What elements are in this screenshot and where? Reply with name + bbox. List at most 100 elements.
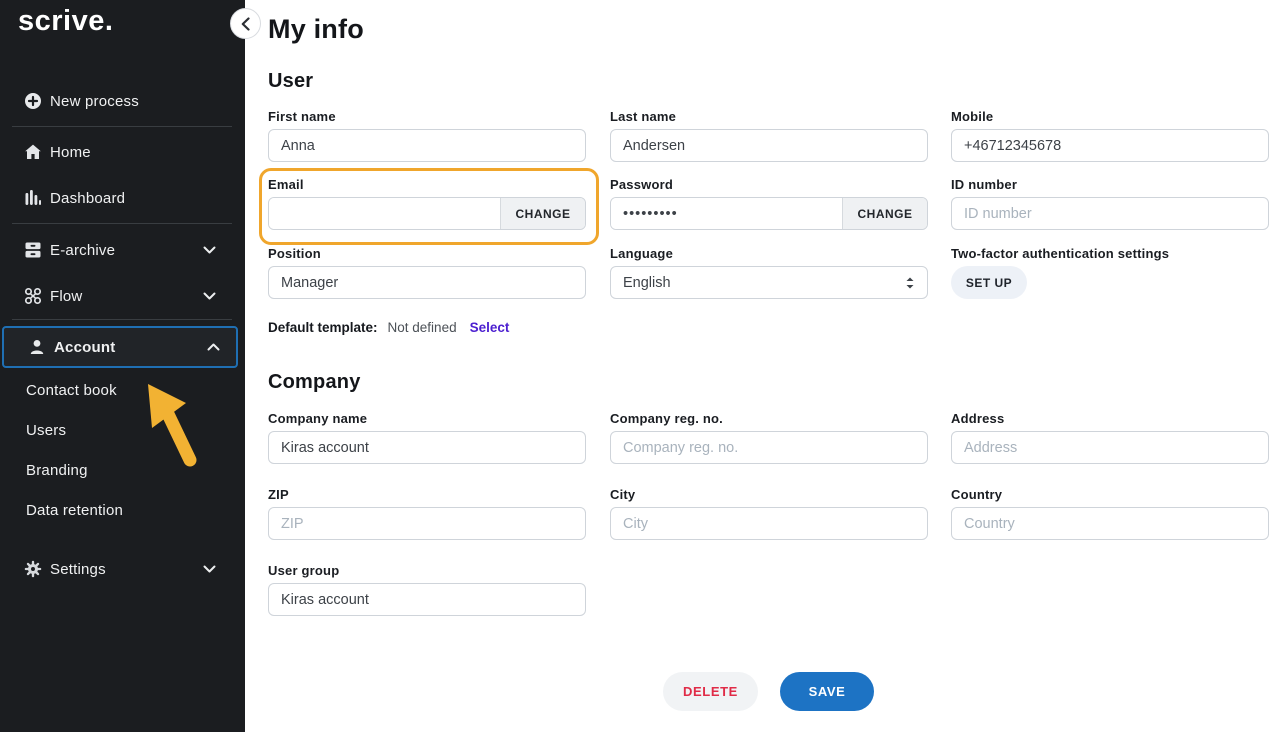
id-number-label: ID number — [951, 177, 1018, 192]
user-group-input[interactable] — [268, 583, 586, 616]
position-input[interactable] — [268, 266, 586, 299]
chevron-up-icon — [207, 343, 220, 351]
mobile-input[interactable] — [951, 129, 1269, 162]
language-field: Language English — [610, 246, 928, 299]
sidebar-item-account[interactable]: Account — [4, 331, 249, 363]
sidebar: scrive. New process Home Dashboard — [0, 0, 245, 732]
sidebar-item-earchive[interactable]: E-archive — [0, 234, 245, 266]
email-label: Email — [268, 177, 304, 192]
sidebar-subitem-label: Branding — [26, 461, 88, 479]
email-input-group: CHANGE — [268, 197, 586, 230]
email-field: Email CHANGE — [268, 177, 586, 230]
sidebar-subitem-contact-book[interactable]: Contact book — [0, 375, 245, 405]
sidebar-divider — [12, 223, 232, 224]
sidebar-item-account-active: Account — [2, 326, 238, 368]
chevron-down-icon — [203, 292, 216, 300]
language-label: Language — [610, 246, 673, 261]
sidebar-subitem-label: Contact book — [26, 381, 117, 399]
person-icon — [28, 338, 46, 356]
user-section-title: User — [268, 70, 314, 92]
two-factor-label: Two-factor authentication settings — [951, 246, 1170, 261]
chevron-down-icon — [203, 565, 216, 573]
zip-label: ZIP — [268, 487, 289, 502]
company-name-input[interactable] — [268, 431, 586, 464]
address-field: Address — [951, 411, 1269, 464]
save-button[interactable]: SAVE — [780, 672, 874, 711]
sidebar-item-settings[interactable]: Settings — [0, 553, 245, 585]
email-change-button[interactable]: CHANGE — [500, 198, 585, 229]
sidebar-item-label: New process — [50, 92, 139, 110]
default-template-value: Not defined — [387, 320, 457, 335]
user-group-field: User group — [268, 563, 586, 616]
zip-field: ZIP — [268, 487, 586, 540]
company-name-field: Company name — [268, 411, 586, 464]
password-input-group: CHANGE — [610, 197, 928, 230]
id-number-input[interactable] — [951, 197, 1269, 230]
sidebar-item-label: Dashboard — [50, 189, 126, 207]
password-label: Password — [610, 177, 674, 192]
last-name-label: Last name — [610, 109, 677, 124]
default-template-select-link[interactable]: Select — [469, 320, 510, 335]
language-selected-value: English — [623, 274, 671, 291]
email-input[interactable] — [269, 198, 500, 229]
page-title: My info — [268, 14, 364, 44]
address-input[interactable] — [951, 431, 1269, 464]
company-reg-label: Company reg. no. — [610, 411, 723, 426]
sidebar-item-label: Home — [50, 143, 91, 161]
sidebar-divider — [12, 126, 232, 127]
position-field: Position — [268, 246, 586, 299]
sidebar-item-flow[interactable]: Flow — [0, 280, 245, 312]
password-change-button[interactable]: CHANGE — [842, 198, 927, 229]
sidebar-subitem-branding[interactable]: Branding — [0, 455, 245, 485]
address-label: Address — [951, 411, 1005, 426]
first-name-field: First name — [268, 109, 586, 162]
sidebar-item-dashboard[interactable]: Dashboard — [0, 182, 245, 214]
company-reg-field: Company reg. no. — [610, 411, 928, 464]
sidebar-item-home[interactable]: Home — [0, 136, 245, 168]
sidebar-item-label: Flow — [50, 287, 83, 305]
two-factor-setup-button[interactable]: SET UP — [951, 266, 1027, 299]
delete-button[interactable]: DELETE — [663, 672, 758, 711]
sidebar-subitem-users[interactable]: Users — [0, 415, 245, 445]
sidebar-item-new-process[interactable]: New process — [0, 85, 245, 117]
position-label: Position — [268, 246, 321, 261]
last-name-field: Last name — [610, 109, 928, 162]
main-content: My info User First name Last name Mobile… — [245, 0, 1280, 732]
company-reg-input[interactable] — [610, 431, 928, 464]
sidebar-collapse-button[interactable] — [230, 8, 261, 39]
chevron-down-icon — [203, 246, 216, 254]
scrive-logo: scrive. — [18, 5, 114, 37]
chevron-left-icon — [241, 16, 250, 31]
mobile-field: Mobile — [951, 109, 1269, 162]
password-input[interactable] — [611, 198, 842, 229]
first-name-input[interactable] — [268, 129, 586, 162]
user-group-label: User group — [268, 563, 340, 578]
dashboard-icon — [24, 189, 42, 207]
mobile-label: Mobile — [951, 109, 994, 124]
country-input[interactable] — [951, 507, 1269, 540]
sidebar-item-label: Account — [54, 338, 116, 356]
language-select[interactable]: English — [610, 266, 928, 299]
gear-icon — [24, 560, 42, 578]
flow-icon — [24, 287, 42, 305]
id-number-field: ID number — [951, 177, 1269, 230]
sidebar-subitem-data-retention[interactable]: Data retention — [0, 495, 245, 525]
first-name-label: First name — [268, 109, 336, 124]
sidebar-subitem-label: Users — [26, 421, 67, 439]
company-name-label: Company name — [268, 411, 368, 426]
two-factor-field: Two-factor authentication settings SET U… — [951, 246, 1269, 299]
sidebar-item-label: Settings — [50, 560, 106, 578]
company-section-title: Company — [268, 371, 361, 393]
sidebar-divider — [12, 319, 232, 320]
city-field: City — [610, 487, 928, 540]
default-template-label: Default template: — [268, 320, 378, 335]
last-name-input[interactable] — [610, 129, 928, 162]
sidebar-item-label: E-archive — [50, 241, 116, 259]
zip-input[interactable] — [268, 507, 586, 540]
city-input[interactable] — [610, 507, 928, 540]
home-icon — [24, 143, 42, 161]
country-field: Country — [951, 487, 1269, 540]
sidebar-subitem-label: Data retention — [26, 501, 124, 519]
select-arrows-icon — [905, 276, 915, 290]
